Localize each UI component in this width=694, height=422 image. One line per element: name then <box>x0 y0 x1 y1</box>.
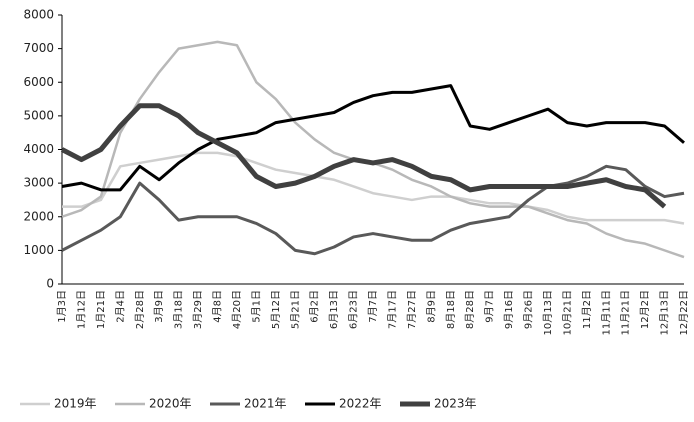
x-tick-label: 6月13日 <box>328 290 340 329</box>
legend-label: 2022年 <box>339 397 382 411</box>
x-tick-label: 8月9日 <box>425 290 437 323</box>
series-line <box>60 103 667 209</box>
x-tick-label: 7月17日 <box>386 290 398 329</box>
x-tick-label: 11月11日 <box>600 290 612 335</box>
legend-label: 2021年 <box>244 397 287 411</box>
y-tick-label: 1000 <box>23 243 54 257</box>
legend-label: 2023年 <box>434 397 477 411</box>
x-tick-label: 8月18日 <box>445 290 457 329</box>
x-tick-label: 7月7日 <box>367 290 379 323</box>
x-tick-label: 5月21日 <box>289 290 301 329</box>
x-tick-label: 12月13日 <box>659 290 671 335</box>
y-tick-label: 6000 <box>23 75 54 89</box>
series-line <box>61 84 685 192</box>
x-tick-label: 7月27日 <box>406 290 418 329</box>
y-tick-label: 5000 <box>23 108 54 122</box>
series-line <box>61 40 685 259</box>
y-tick-label: 0 <box>46 277 54 291</box>
y-tick-label: 7000 <box>23 41 54 55</box>
x-tick-label: 6月23日 <box>348 290 360 329</box>
x-tick-label: 6月2日 <box>309 290 321 323</box>
x-tick-label: 1月3日 <box>56 290 68 323</box>
x-tick-label: 11月2日 <box>581 290 593 329</box>
legend-label: 2020年 <box>149 397 192 411</box>
y-tick-label: 3000 <box>23 176 54 190</box>
x-tick-label: 5月12日 <box>270 290 282 329</box>
x-tick-label: 4月8日 <box>212 290 224 323</box>
y-tick-label: 2000 <box>23 209 54 223</box>
x-tick-label: 8月28日 <box>464 290 476 329</box>
x-tick-label: 10月21日 <box>561 290 573 335</box>
y-tick-label: 8000 <box>23 8 54 22</box>
x-tick-label: 1月12日 <box>75 290 87 329</box>
x-tick-label: 1月21日 <box>95 290 107 329</box>
x-tick-label: 2月28日 <box>134 290 146 329</box>
x-tick-label: 9月16日 <box>503 290 515 329</box>
legend-label: 2019年 <box>54 397 97 411</box>
y-tick-label: 4000 <box>23 142 54 156</box>
x-tick-label: 2月4日 <box>114 290 126 323</box>
series-line <box>62 151 685 225</box>
x-tick-label: 9月7日 <box>484 290 496 323</box>
x-tick-label: 11月21日 <box>620 290 632 335</box>
x-tick-label: 3月18日 <box>173 290 185 329</box>
series-line <box>61 164 685 256</box>
x-tick-label: 12月22日 <box>678 290 690 335</box>
x-tick-label: 3月29日 <box>192 290 204 329</box>
x-tick-label: 3月9日 <box>153 290 165 323</box>
x-tick-label: 12月2日 <box>639 290 651 329</box>
x-tick-label: 4月20日 <box>231 290 243 329</box>
x-tick-label: 5月1日 <box>250 290 262 323</box>
x-tick-label: 10月13日 <box>542 290 554 335</box>
x-tick-label: 9月26日 <box>523 290 535 329</box>
